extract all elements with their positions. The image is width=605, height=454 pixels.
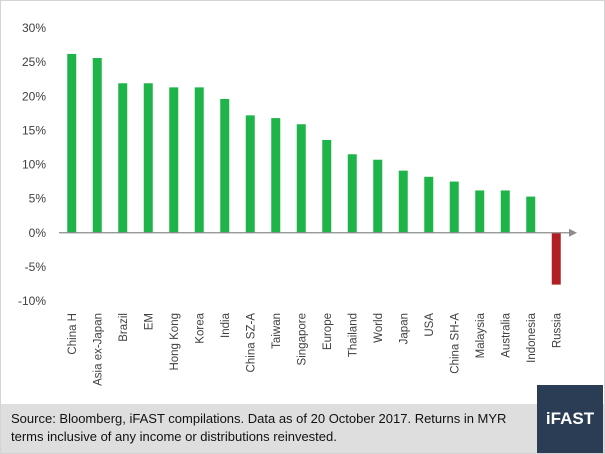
bar [118, 83, 128, 233]
x-tick-label: Asia ex-Japan [92, 313, 104, 386]
x-tick-label: Russia [551, 312, 563, 348]
x-tick-label: Hong Kong [169, 313, 181, 371]
footer-bar: Source: Bloomberg, iFAST compilations. D… [1, 404, 604, 453]
x-tick-label: Singapore [296, 313, 308, 365]
x-tick-label: India [220, 312, 232, 338]
x-tick-label: World [373, 313, 385, 343]
x-tick-label: Australia [500, 312, 512, 357]
x-tick-label: China SH-A [449, 313, 461, 374]
bars [67, 53, 561, 285]
x-tick-label: China H [67, 313, 79, 355]
bar-chart: -10% -5% 0% 5% 10% 15% 20% 25% 30% China H Asia e… [18, 21, 577, 386]
y-tick-label: 15% [22, 123, 46, 137]
y-tick-label: 10% [22, 158, 46, 172]
axis-arrow [569, 228, 577, 237]
bar [500, 190, 510, 233]
bar [424, 176, 434, 233]
bar [143, 83, 153, 233]
y-tick-label: 30% [22, 21, 46, 35]
bar [449, 181, 459, 233]
x-tick-label: Thailand [347, 313, 359, 357]
x-tick-label: Brazil [118, 313, 130, 342]
source-note: Source: Bloomberg, iFAST compilations. D… [11, 411, 507, 444]
y-tick-label: -10% [18, 294, 46, 308]
x-tick-label: EM [143, 313, 155, 330]
x-tick-label: USA [424, 313, 436, 337]
bar [67, 53, 77, 233]
x-tick-label: Taiwan [271, 313, 283, 349]
y-tick-label: -5% [25, 260, 47, 274]
bar [220, 98, 230, 233]
x-tick-label: Europe [322, 313, 334, 350]
y-tick-label: 0% [29, 226, 47, 240]
bar [373, 159, 383, 233]
x-tick-label: Japan [398, 313, 410, 344]
ifast-logo: iFAST [537, 385, 603, 453]
bar [92, 58, 102, 233]
bar [526, 196, 536, 233]
x-axis-labels: China H Asia ex-Japan Brazil EM Hong Kong Kor… [67, 312, 564, 385]
y-tick-label: 5% [29, 192, 47, 206]
bar [322, 139, 332, 233]
bar [169, 87, 179, 233]
bar [398, 170, 408, 233]
bar [194, 87, 204, 233]
bar [296, 124, 306, 233]
zero-axis [59, 228, 577, 237]
y-tick-label: 25% [22, 55, 46, 69]
x-tick-label: Malaysia [475, 312, 487, 358]
bar [551, 232, 561, 285]
y-tick-label: 20% [22, 89, 46, 103]
bar [347, 154, 357, 233]
x-tick-label: China SZ-A [245, 313, 257, 373]
x-tick-label: Indonesia [526, 312, 538, 362]
bar [271, 118, 281, 233]
bar [245, 115, 255, 233]
logo-text: iFAST [545, 409, 595, 428]
bar [475, 190, 485, 233]
y-axis: -10% -5% 0% 5% 10% 15% 20% 25% 30% [18, 21, 46, 308]
x-tick-label: Korea [194, 312, 206, 343]
